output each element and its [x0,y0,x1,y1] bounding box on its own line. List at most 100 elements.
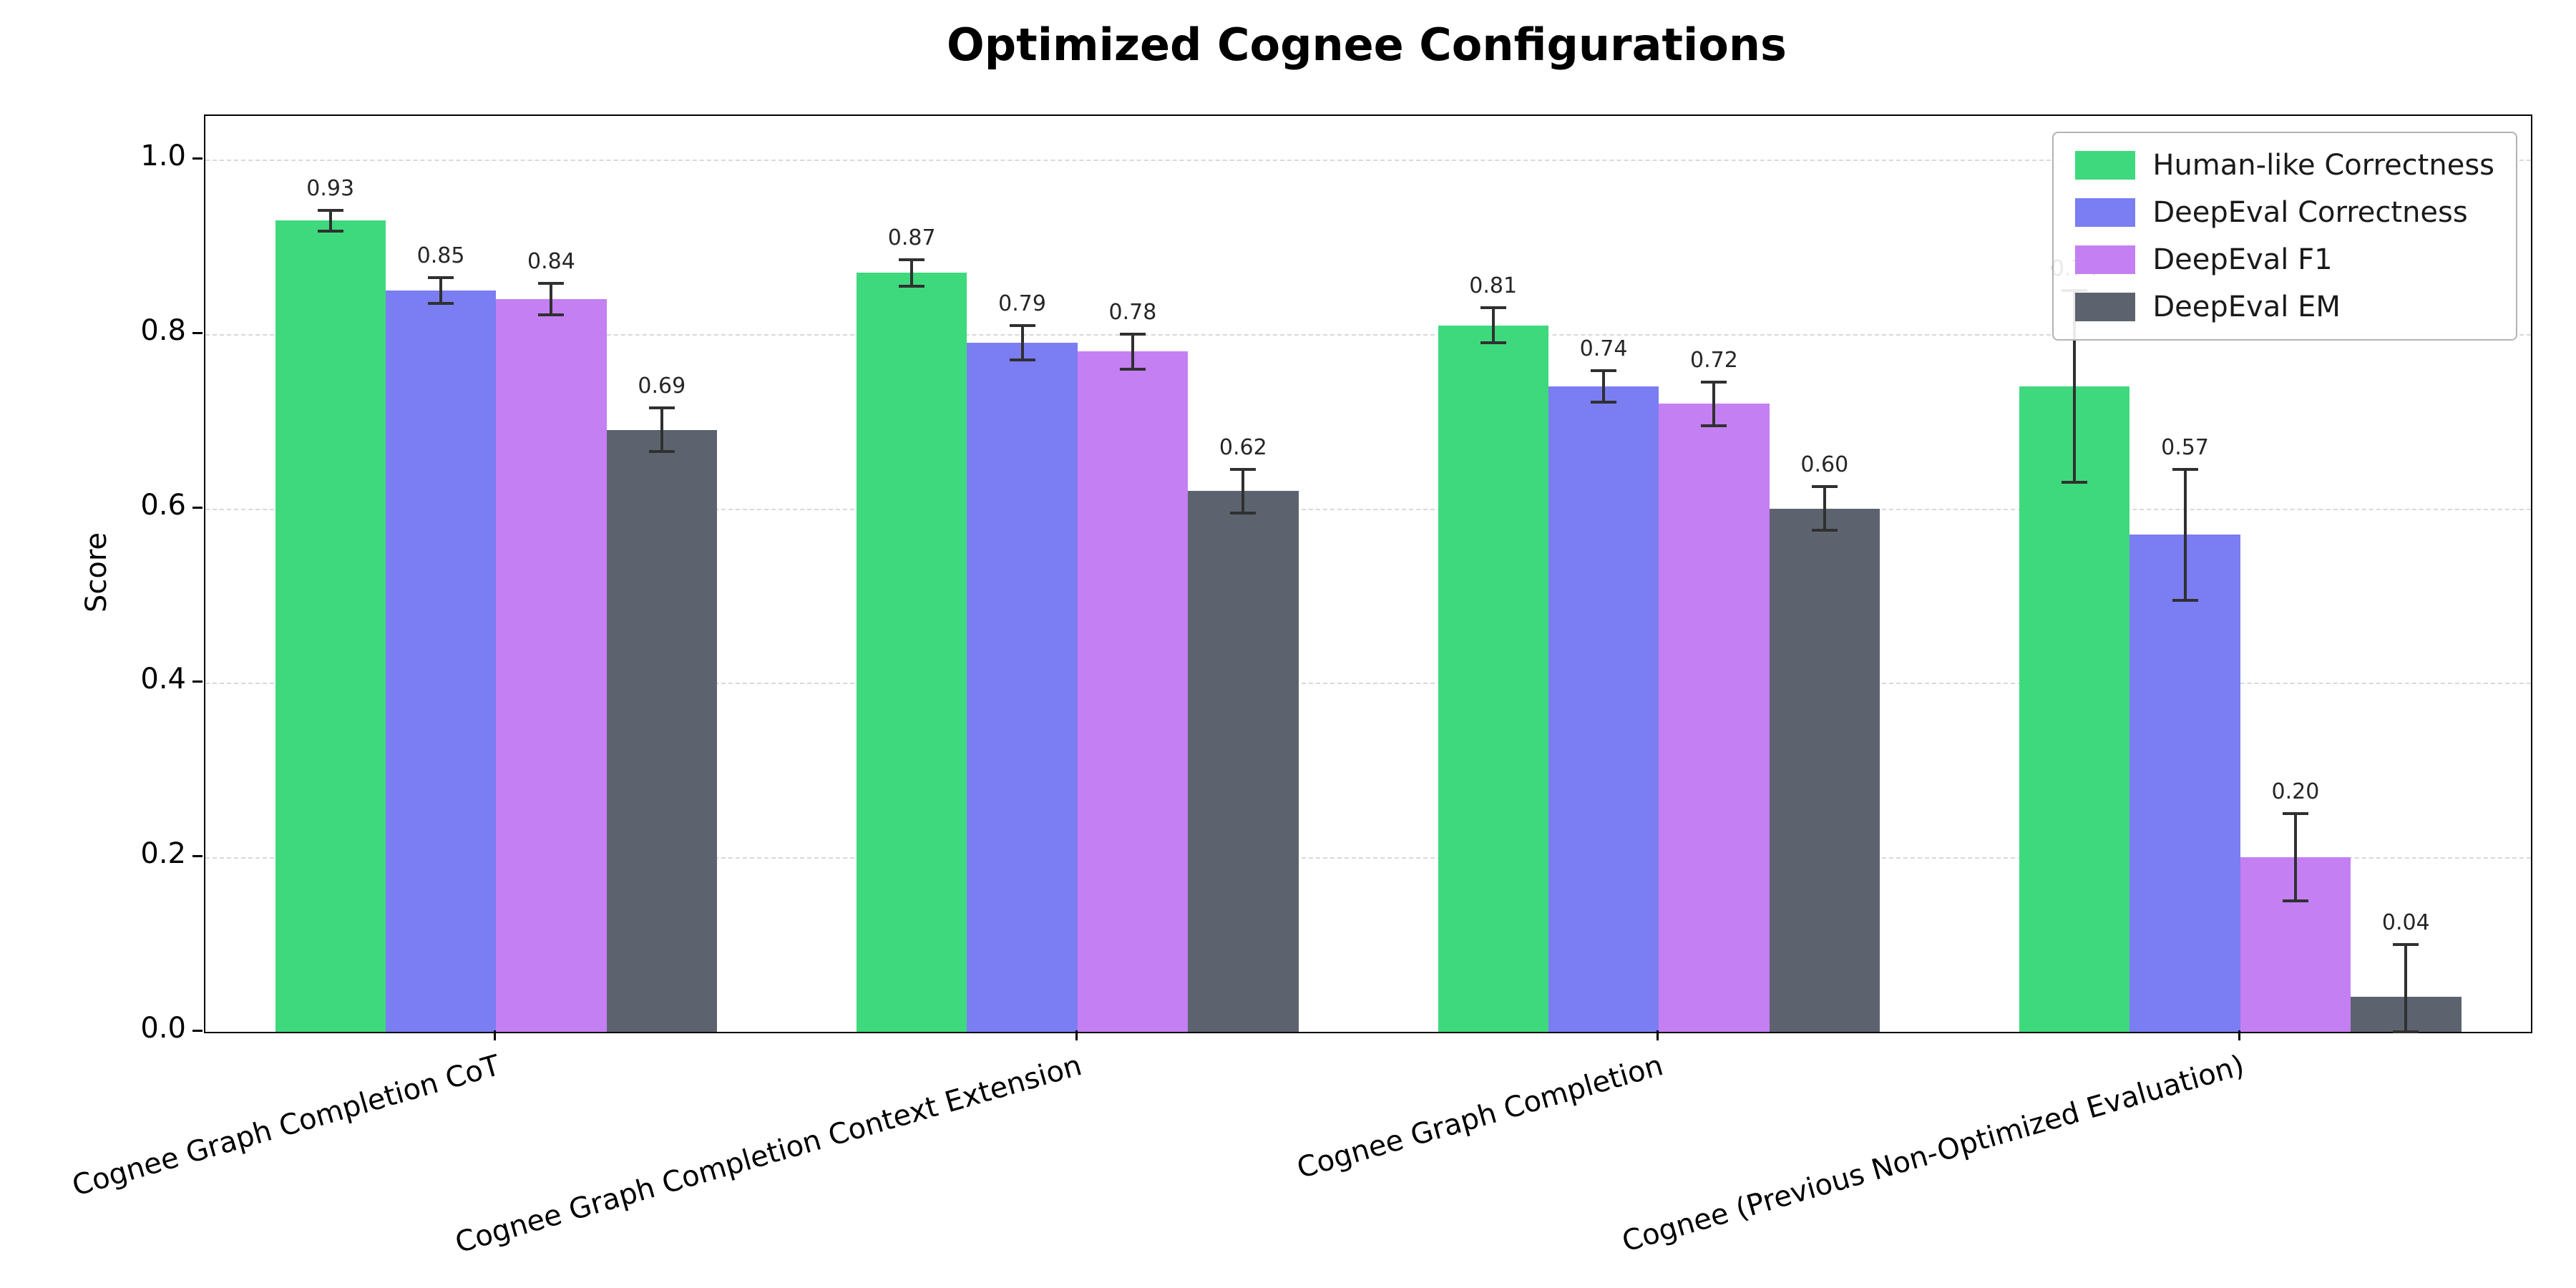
error-cap-bottom [2282,899,2308,903]
bar-value-label: 0.04 [2381,910,2430,936]
y-tick-label: 1.0 [140,139,186,172]
legend-swatch [2075,151,2136,180]
error-cap-top [1811,485,1838,489]
chart-title: Optimized Cognee Configurations [947,19,1787,71]
error-cap-bottom [538,313,565,316]
legend: Human-like Correctness DeepEval Correctne… [2052,132,2517,341]
x-tick [494,1030,497,1040]
legend-swatch [2075,293,2136,321]
error-cap-top [1119,332,1146,336]
error-cap-bottom [1009,358,1035,362]
error-cap-bottom [648,450,675,454]
legend-swatch [2075,245,2136,274]
legend-label: Human-like Correctness [2152,149,2494,182]
bar [385,290,497,1032]
bar-value-label: 0.93 [306,175,355,201]
error-cap-top [2172,467,2198,471]
error-cap-bottom [2172,598,2198,602]
error-bar [550,283,553,315]
error-bar [1020,325,1024,361]
error-bar [328,210,332,231]
bar-value-label: 0.74 [1579,336,1628,361]
bar-value-label: 0.60 [1800,452,1849,478]
bar-value-label: 0.69 [638,374,686,399]
error-cap-bottom [1701,424,1727,427]
bar-value-label: 0.57 [2161,434,2209,460]
error-cap-bottom [1230,511,1257,514]
error-bar [910,260,914,286]
y-tick-label: 0.8 [140,313,186,347]
bar-value-label: 0.20 [2271,779,2320,805]
legend-item: Human-like Correctness [2075,149,2494,182]
legend-label: DeepEval F1 [2152,243,2333,276]
y-tick [192,855,203,858]
error-cap-top [899,258,925,262]
y-axis-label: Score [80,532,113,613]
y-tick [192,157,203,160]
bar [1659,404,1770,1032]
error-cap-top [1701,380,1727,384]
error-cap-top [1009,323,1035,327]
error-cap-top [1480,306,1506,310]
x-tick-label: Cognee Graph Completion CoT [69,1049,504,1203]
error-cap-top [538,282,565,286]
error-cap-bottom [2062,481,2088,484]
error-bar [439,277,443,304]
error-bar [1823,487,1826,531]
bar [1077,351,1189,1032]
bar [1548,386,1659,1032]
bar-value-label: 0.78 [1108,299,1157,325]
x-tick [1657,1030,1659,1040]
bar [2019,386,2130,1032]
y-tick-label: 0.2 [140,837,186,871]
error-bar [1491,308,1495,343]
bar [967,342,1078,1032]
bar [2129,535,2240,1032]
error-bar [2073,290,2077,482]
y-tick [192,506,203,509]
bar-value-label: 0.62 [1219,434,1267,460]
legend-label: DeepEval EM [2152,291,2341,323]
bar-value-label: 0.81 [1469,273,1518,299]
gridline [205,857,2531,859]
legend-swatch [2075,198,2136,227]
error-cap-top [428,275,454,279]
bar-value-label: 0.85 [416,243,465,268]
gridline [205,683,2531,685]
bar [857,273,967,1032]
error-cap-bottom [1119,367,1146,371]
legend-item: DeepEval F1 [2075,243,2494,276]
bar [1438,325,1548,1032]
y-tick-label: 0.4 [140,663,186,696]
y-tick [192,331,203,334]
error-cap-top [2393,943,2419,947]
legend-item: DeepEval Correctness [2075,196,2494,229]
error-cap-top [1230,467,1257,471]
error-bar [2183,469,2187,600]
error-cap-bottom [899,284,925,288]
error-cap-bottom [2393,1030,2419,1033]
error-cap-top [648,406,675,410]
error-cap-top [2282,812,2308,816]
error-cap-top [317,208,343,212]
error-bar [660,408,663,452]
y-tick-label: 0.0 [140,1012,186,1045]
error-cap-top [1591,369,1617,372]
bar [1188,491,1299,1032]
bar [1769,508,1880,1032]
y-tick [192,1030,203,1032]
error-cap-bottom [1591,400,1617,404]
bar [496,299,607,1032]
error-bar [1131,333,1134,369]
error-bar [2404,945,2408,1032]
legend-label: DeepEval Correctness [2152,196,2468,229]
error-cap-bottom [428,302,454,306]
gridline [205,508,2531,510]
error-cap-bottom [1811,529,1838,532]
x-tick-label: Cognee (Previous Non-Optimized Evaluatio… [1618,1049,2248,1259]
bar-value-label: 0.84 [527,249,575,275]
legend-item: DeepEval EM [2075,291,2494,323]
error-cap-bottom [1480,341,1506,344]
x-tick [2238,1030,2240,1040]
